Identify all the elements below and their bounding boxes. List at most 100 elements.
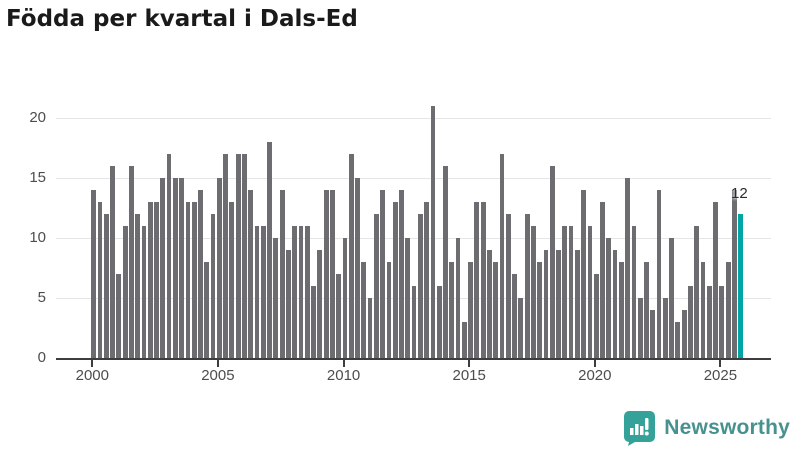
bar — [505, 214, 511, 358]
bar — [323, 190, 329, 358]
bar — [198, 190, 203, 358]
x-axis-tick — [468, 360, 471, 367]
bar — [606, 238, 612, 358]
bar — [147, 202, 153, 358]
bar — [348, 154, 354, 358]
bar — [235, 154, 241, 358]
bar — [637, 298, 643, 358]
bar — [688, 286, 693, 358]
bar — [556, 250, 561, 358]
bar — [719, 286, 725, 358]
bar — [524, 214, 530, 358]
bar — [279, 190, 285, 358]
bar — [273, 238, 279, 358]
x-axis-tick — [593, 360, 596, 367]
bar — [430, 106, 436, 358]
bar — [455, 238, 461, 358]
bar — [361, 262, 367, 358]
bar — [355, 178, 360, 358]
bar — [625, 178, 631, 358]
bar — [531, 226, 536, 358]
highlighted-bar — [738, 214, 744, 358]
bar — [292, 226, 298, 358]
bar — [317, 250, 323, 358]
bar — [581, 190, 587, 358]
bar — [587, 226, 593, 358]
bar — [154, 202, 159, 358]
bar — [342, 238, 348, 358]
bar — [386, 262, 392, 358]
bar — [681, 310, 687, 358]
bar — [248, 190, 254, 358]
bar — [373, 214, 379, 358]
y-axis-tick-label: 20 — [29, 109, 46, 126]
bar — [185, 202, 191, 358]
bar — [97, 202, 103, 358]
y-axis-tick-label: 5 — [37, 289, 46, 306]
bar — [461, 322, 467, 358]
bar — [549, 166, 555, 358]
bar — [618, 262, 624, 358]
bar — [216, 178, 222, 358]
bar — [436, 286, 442, 358]
bar — [499, 154, 505, 358]
bar — [493, 262, 499, 358]
bar — [424, 202, 430, 358]
x-axis-tick-label: 2005 — [201, 367, 235, 384]
x-axis-tick-label: 2025 — [703, 367, 738, 384]
bar — [487, 250, 492, 358]
bar — [562, 226, 568, 358]
bar — [644, 262, 649, 358]
bar — [242, 154, 247, 358]
bar — [537, 262, 543, 358]
highlighted-bar-value-label: 12 — [731, 185, 748, 202]
bar — [330, 190, 335, 358]
bar — [631, 226, 637, 358]
bar — [468, 262, 473, 358]
bar — [367, 298, 373, 358]
bar — [204, 262, 210, 358]
bar — [725, 262, 731, 358]
bar — [210, 214, 216, 358]
x-axis-tick — [91, 360, 94, 367]
gridline — [56, 238, 771, 239]
bar — [223, 154, 228, 358]
bar — [336, 274, 342, 358]
bar — [700, 262, 706, 358]
bar — [662, 298, 668, 358]
bar — [172, 178, 178, 358]
newsworthy-logo-text: Newsworthy — [664, 416, 790, 439]
bar — [568, 226, 574, 358]
bar — [311, 286, 316, 358]
x-axis-tick — [719, 360, 722, 367]
bar — [543, 250, 549, 358]
bar — [392, 202, 398, 358]
bar — [732, 190, 737, 358]
bar — [474, 202, 480, 358]
bar — [675, 322, 681, 358]
bar — [669, 238, 674, 358]
x-axis-tick-label: 2010 — [326, 367, 361, 384]
bar — [260, 226, 266, 358]
bar — [91, 190, 97, 358]
bar — [593, 274, 599, 358]
bar — [191, 202, 197, 358]
x-axis-tick — [342, 360, 345, 367]
bar — [449, 262, 455, 358]
x-axis-tick — [216, 360, 219, 367]
bar — [141, 226, 147, 358]
bar — [650, 310, 656, 358]
newsworthy-logo: Newsworthy — [623, 410, 790, 446]
bar — [612, 250, 618, 358]
bar — [304, 226, 310, 358]
bar — [713, 202, 718, 358]
bar — [411, 286, 417, 358]
bar — [574, 250, 580, 358]
gridline — [56, 178, 771, 179]
bar — [103, 214, 109, 358]
bar — [694, 226, 700, 358]
bar — [417, 214, 423, 358]
bar — [135, 214, 141, 358]
